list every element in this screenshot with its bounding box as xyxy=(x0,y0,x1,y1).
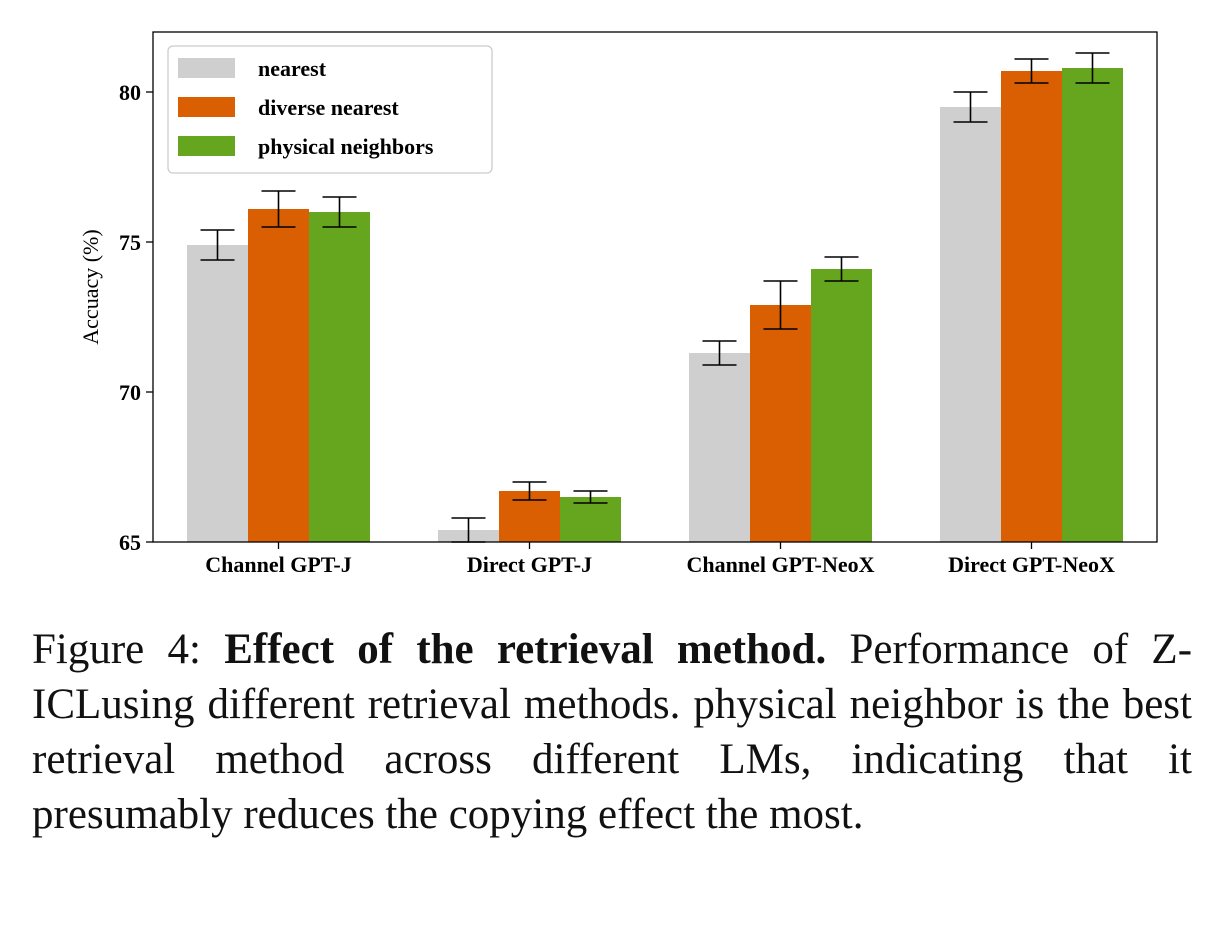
x-tick-label: Direct GPT-NeoX xyxy=(948,552,1115,577)
bar-chart: 65 70 75 80 Channel GPT-J Direct GPT-J Channel… xyxy=(78,31,1158,577)
y-tick-label: 75 xyxy=(119,230,141,255)
bar-nearest-2 xyxy=(689,353,750,542)
caption-title: Effect of the retrieval method. xyxy=(224,626,827,673)
x-tick-label: Direct GPT-J xyxy=(467,552,592,577)
legend-swatch-nearest xyxy=(178,58,235,78)
bar-physical-neighbors-0 xyxy=(309,212,370,542)
figure: 65 70 75 80 Channel GPT-J Direct GPT-J Channel… xyxy=(78,31,1158,577)
legend-label: diverse nearest xyxy=(258,95,399,120)
legend-label: nearest xyxy=(258,56,327,81)
legend-swatch-diverse-nearest xyxy=(178,97,235,117)
caption-prefix: Figure 4: xyxy=(32,626,225,673)
x-tick-label: Channel GPT-NeoX xyxy=(686,552,874,577)
y-axis-label: Accuacy (%) xyxy=(78,229,103,344)
bar-diverse-nearest-2 xyxy=(750,305,811,542)
caption-method: Z-ICL xyxy=(32,626,1193,728)
y-tick-label: 80 xyxy=(119,80,141,105)
bar-physical-neighbors-1 xyxy=(560,497,621,542)
figure-caption: Figure 4: Effect of the retrieval method… xyxy=(32,622,1192,842)
bar-nearest-3 xyxy=(940,107,1001,542)
plot-frame xyxy=(152,31,1158,543)
bar-nearest-0 xyxy=(187,245,248,542)
y-tick-label: 70 xyxy=(119,380,141,405)
legend-box xyxy=(167,45,493,174)
bar-physical-neighbors-2 xyxy=(811,269,872,542)
caption-text-2: using different retrieval methods. physi… xyxy=(32,681,1192,838)
y-tick-label: 65 xyxy=(119,530,141,555)
x-tick-label: Channel GPT-J xyxy=(205,552,352,577)
caption-text-1: Performance of xyxy=(826,626,1152,673)
bar-diverse-nearest-3 xyxy=(1001,71,1062,542)
bar-diverse-nearest-0 xyxy=(248,209,309,542)
legend-label: physical neighbors xyxy=(258,134,434,159)
bar-physical-neighbors-3 xyxy=(1062,68,1123,542)
legend-swatch-physical-neighbors xyxy=(178,136,235,156)
